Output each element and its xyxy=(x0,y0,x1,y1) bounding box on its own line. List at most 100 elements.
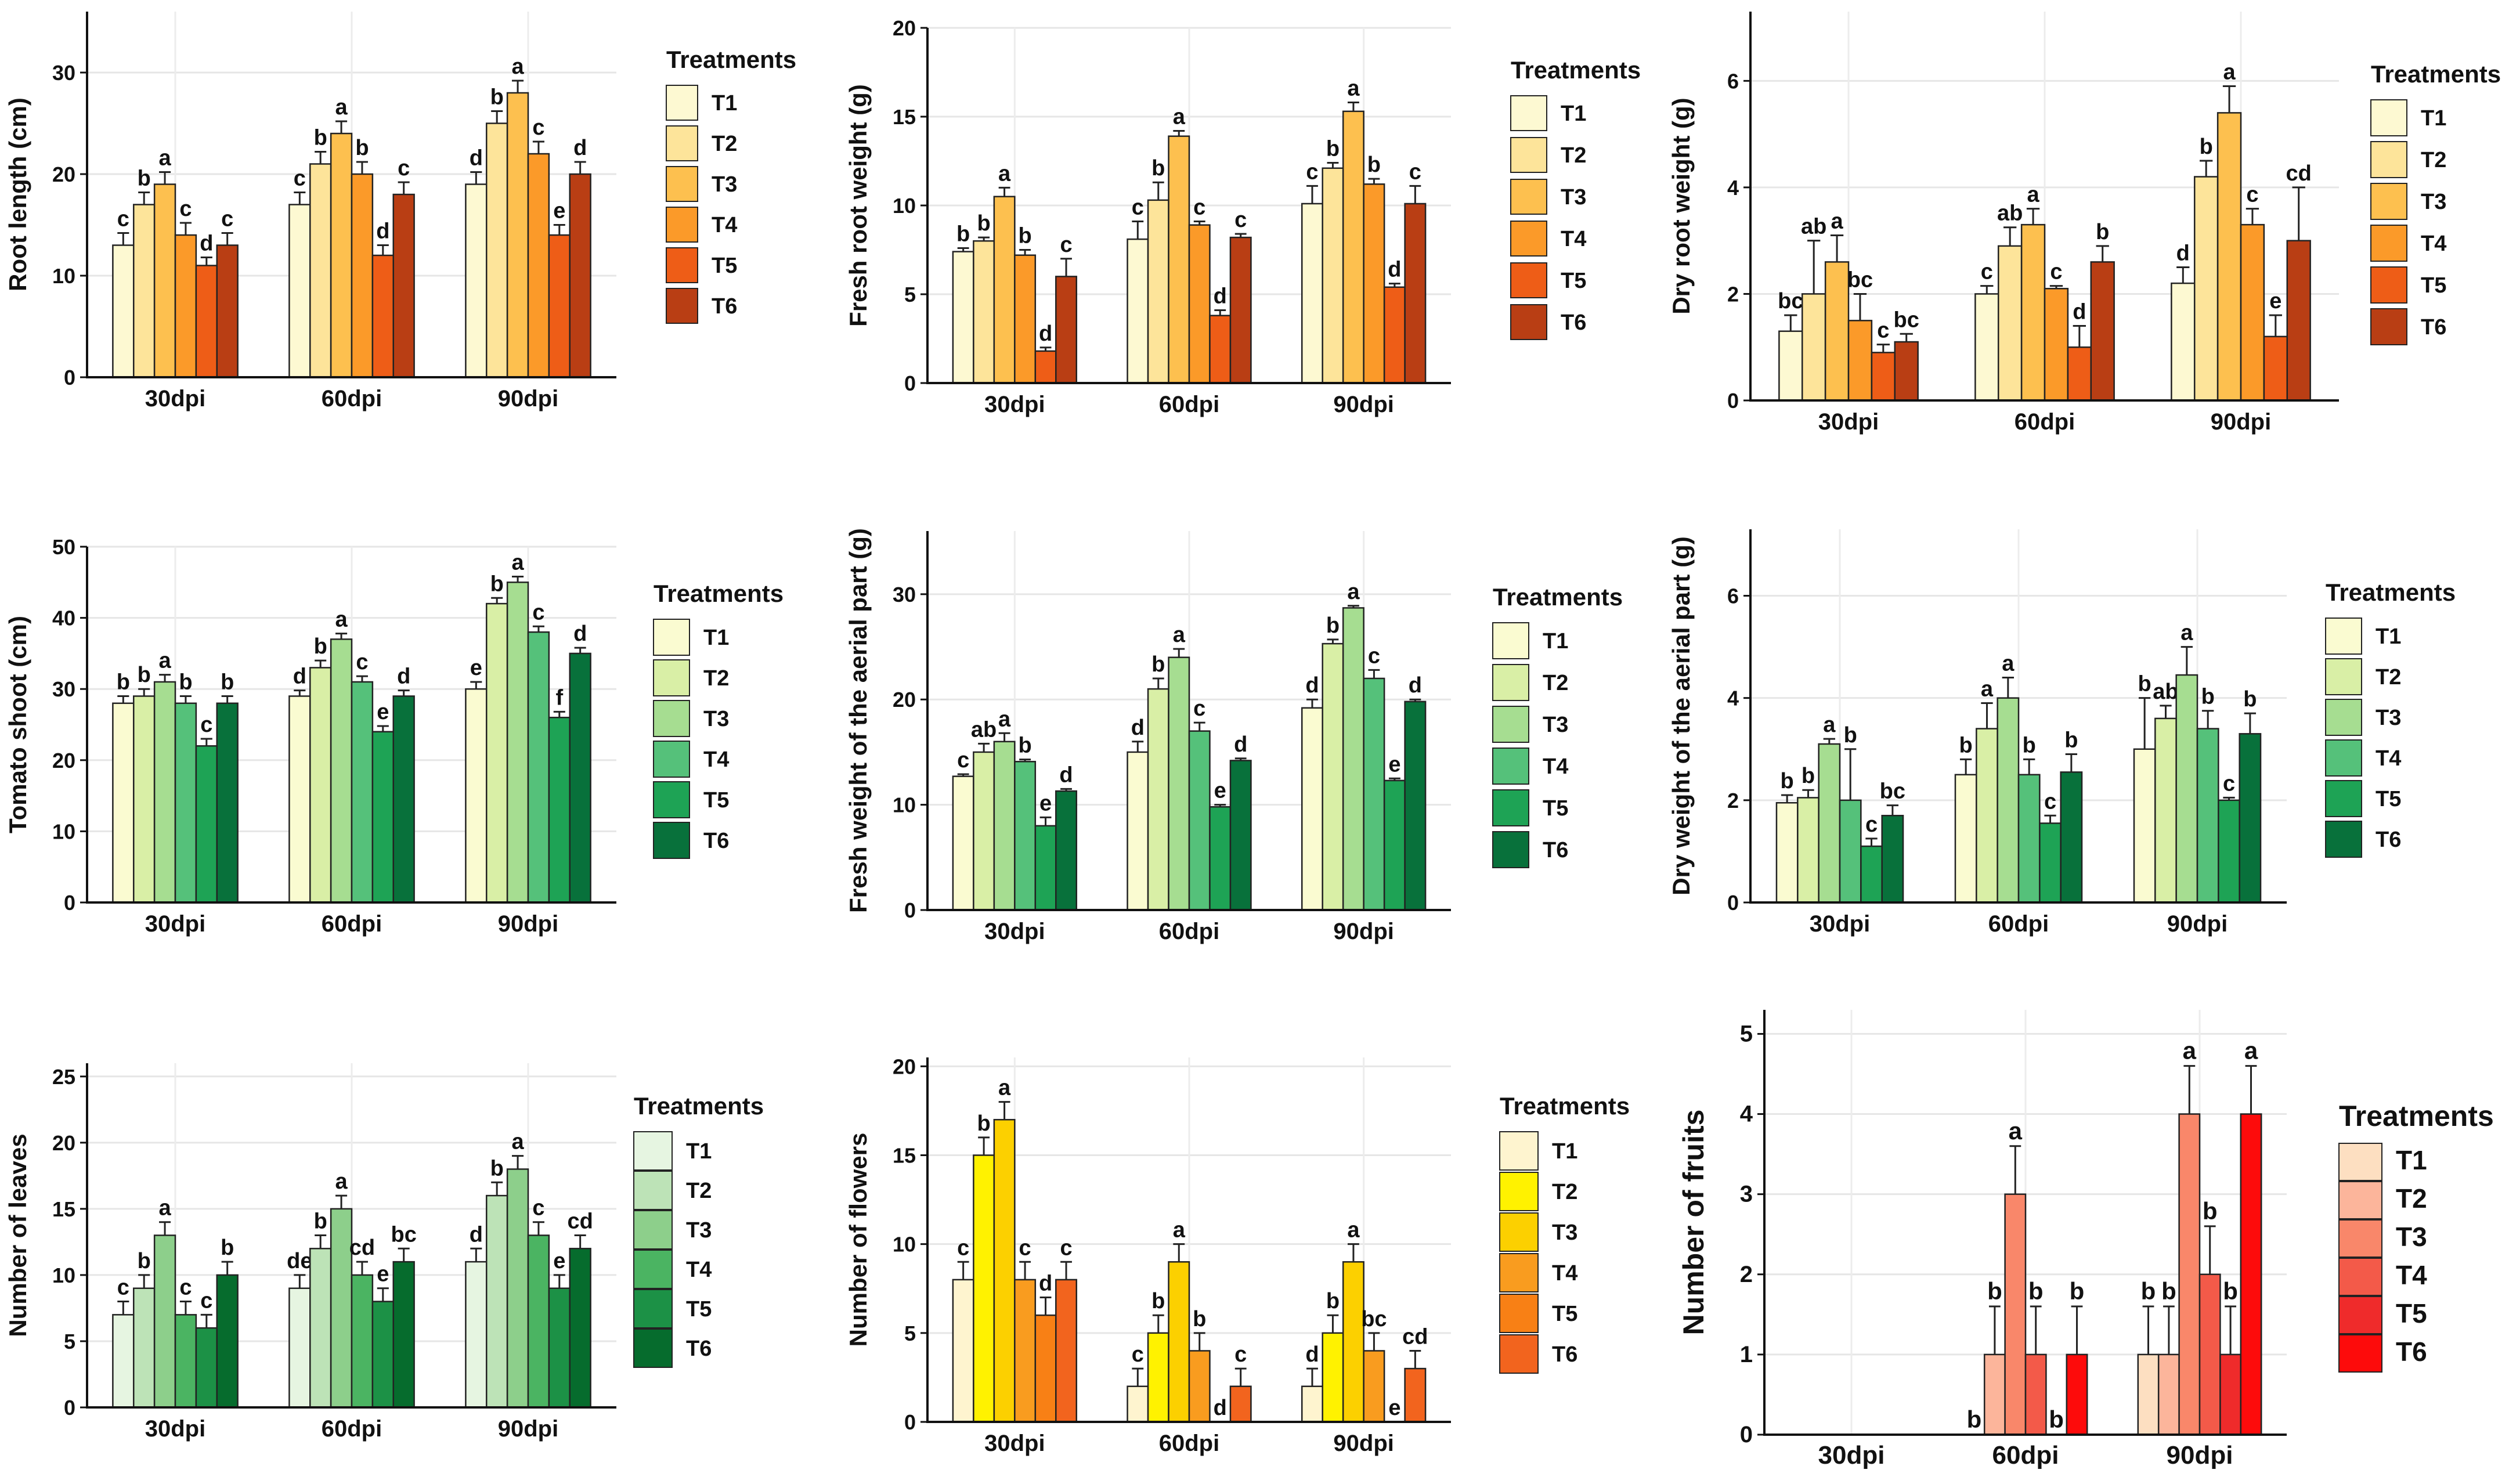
bar-t6-60dpi xyxy=(1229,1385,1252,1423)
significance-letter: c xyxy=(1060,233,1072,257)
bar-t2-60dpi xyxy=(1976,728,1998,904)
legend-swatch-t5 xyxy=(633,1289,673,1328)
significance-letter: b xyxy=(314,126,327,150)
bar-t3-30dpi xyxy=(1824,261,1850,402)
bar-t1-60dpi xyxy=(1127,238,1149,384)
legend-label-t5: T5 xyxy=(712,254,737,278)
significance-letter: a xyxy=(1823,713,1836,737)
significance-letter: c xyxy=(2246,183,2258,207)
significance-letter: a xyxy=(2027,183,2039,207)
legend-swatch-t6 xyxy=(1499,1334,1539,1374)
significance-letter: a xyxy=(335,1169,348,1194)
bar-t4-90dpi xyxy=(2198,1273,2221,1436)
significance-letter: d xyxy=(293,665,306,689)
y-tick-label: 10 xyxy=(893,1233,916,1256)
bar-t1-60dpi xyxy=(1954,774,1977,904)
legend-label-t2: T2 xyxy=(712,132,737,156)
legend-label-t1: T1 xyxy=(712,91,737,115)
bar-t6-90dpi xyxy=(1404,701,1427,911)
x-tick-label: 60dpi xyxy=(322,1416,382,1442)
bar-t5-90dpi xyxy=(1383,779,1406,911)
significance-letter: d xyxy=(1234,732,1247,757)
significance-letter: c xyxy=(532,1196,544,1221)
bar-t6-30dpi xyxy=(216,244,239,378)
x-tick-label: 30dpi xyxy=(145,911,205,937)
significance-letter: d xyxy=(573,622,587,646)
legend-swatch-t1 xyxy=(1499,1131,1539,1171)
x-tick-label: 60dpi xyxy=(1159,919,1219,944)
significance-letter: a xyxy=(2183,1037,2197,1064)
bar-t1-60dpi xyxy=(1127,1385,1149,1423)
legend-label-t2: T2 xyxy=(2396,1183,2427,1214)
significance-letter: d xyxy=(2176,241,2190,266)
significance-letter: b xyxy=(2141,1277,2156,1305)
significance-letter: c xyxy=(2050,260,2062,284)
significance-letter: d xyxy=(1409,673,1422,698)
significance-letter: d xyxy=(200,232,213,256)
bar-t2-60dpi xyxy=(1147,688,1169,911)
x-tick-label: 60dpi xyxy=(1988,911,2049,937)
bar-t3-90dpi xyxy=(2175,674,2198,904)
significance-letter: ab xyxy=(1997,201,2023,226)
significance-letter: a xyxy=(1173,623,1186,647)
significance-letter: d xyxy=(573,136,587,160)
bar-t4-30dpi xyxy=(1014,760,1037,911)
bar-t6-30dpi xyxy=(1881,815,1904,904)
significance-letter: c xyxy=(1193,696,1205,721)
significance-letter: c xyxy=(1981,260,1993,284)
legend-swatch-t1 xyxy=(2338,1143,2382,1181)
significance-letter: e xyxy=(377,1262,389,1287)
bar-t4-30dpi xyxy=(1847,320,1873,402)
significance-letter: c xyxy=(179,197,192,221)
legend-label-t2: T2 xyxy=(686,1179,712,1203)
significance-letter: d xyxy=(1131,716,1145,740)
significance-letter: b xyxy=(355,136,369,160)
significance-letter: b xyxy=(2049,1406,2064,1433)
bar-t2-30dpi xyxy=(973,751,995,911)
y-tick-label: 10 xyxy=(893,194,916,218)
bar-t6-60dpi xyxy=(1229,760,1252,911)
significance-letter: ab xyxy=(1801,215,1826,239)
significance-letter: d xyxy=(1039,322,1052,346)
bar-t1-30dpi xyxy=(112,1314,135,1409)
bar-t3-60dpi xyxy=(1168,656,1190,911)
legend-swatch-t3 xyxy=(633,1210,673,1250)
bar-t2-30dpi xyxy=(133,204,156,378)
bar-t6-90dpi xyxy=(1404,203,1427,384)
significance-letter: c xyxy=(117,1276,129,1300)
x-tick-label: 30dpi xyxy=(145,1416,205,1442)
legend-swatch-t6 xyxy=(2338,1334,2382,1373)
significance-letter: f xyxy=(555,685,563,710)
legend-title: Treatments xyxy=(1493,583,1623,611)
significance-letter: a xyxy=(2223,60,2236,84)
significance-letter: b xyxy=(221,670,234,694)
legend-label-t5: T5 xyxy=(2376,787,2401,811)
significance-letter: a xyxy=(2002,651,2015,676)
y-tick-label: 0 xyxy=(64,891,75,915)
bar-t3-60dpi xyxy=(2020,223,2046,402)
bar-t5-90dpi xyxy=(2218,799,2240,904)
significance-letter: c xyxy=(957,748,969,772)
significance-letter: bc xyxy=(1361,1307,1387,1331)
bar-t4-30dpi xyxy=(1014,254,1037,384)
legend-swatch-t6 xyxy=(2325,821,2362,858)
bar-t2-30dpi xyxy=(973,1154,995,1423)
x-tick-label: 30dpi xyxy=(1818,409,1879,435)
legend-label-t4: T4 xyxy=(2376,746,2401,771)
legend-label-t6: T6 xyxy=(1561,310,1586,335)
bar-t5-60dpi xyxy=(371,254,394,378)
y-tick-label: 10 xyxy=(52,264,75,288)
legend: Treatments T1 T2 T3 T4 T5 T6 xyxy=(1510,56,1641,340)
bar-t4-60dpi xyxy=(351,681,374,904)
significance-letter: b xyxy=(2028,1277,2044,1305)
legend-swatch-t2 xyxy=(666,125,698,161)
y-tick-label: 1 xyxy=(1740,1342,1753,1367)
y-tick-label: 40 xyxy=(52,606,75,630)
significance-letter: cd xyxy=(349,1236,375,1260)
significance-letter: b xyxy=(1844,723,1857,748)
significance-letter: c xyxy=(1865,813,1878,837)
